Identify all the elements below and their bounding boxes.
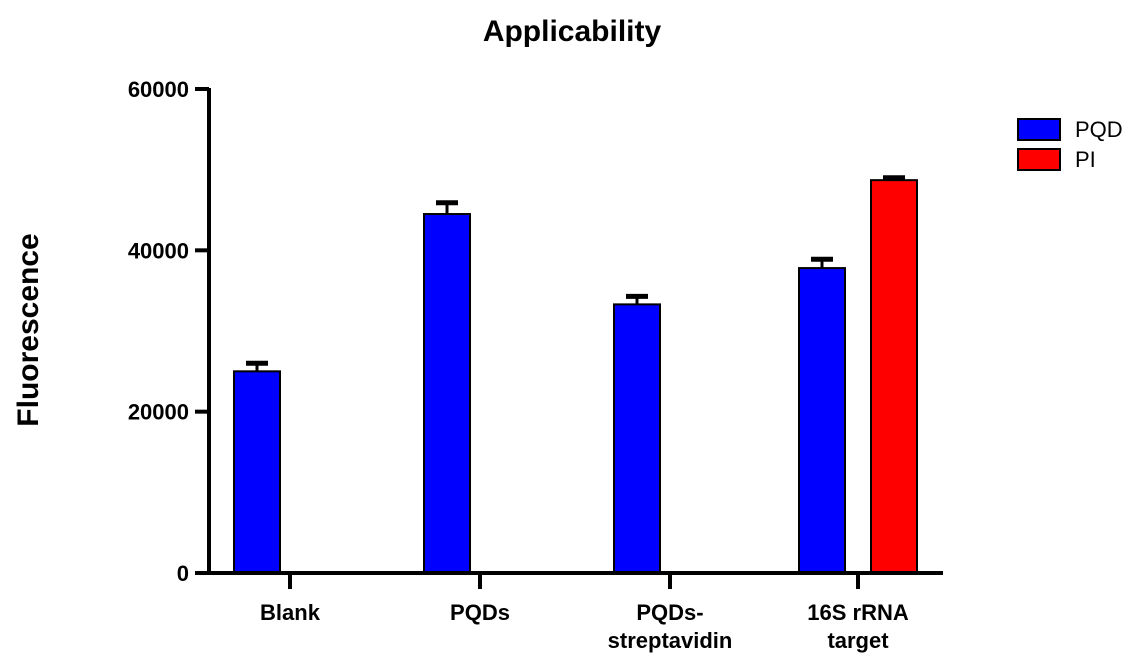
legend-label-pqd: PQD: [1075, 117, 1123, 142]
y-axis-label: Fluorescence: [12, 233, 45, 426]
x-tick-label-1: PQDs: [450, 600, 510, 625]
legend-swatch-pqd: [1017, 118, 1061, 141]
legend-label-pi: PI: [1075, 147, 1096, 172]
bar-pqd-2: [613, 303, 661, 574]
plot-area: 0 20000 40000 60000 Blank PQDs PQDs-streptavid…: [128, 77, 943, 653]
chart-title: Applicability: [483, 15, 662, 48]
y-tick-label-0: 0: [177, 561, 189, 586]
legend-swatch-pi: [1017, 148, 1061, 171]
y-tick-label-1: 20000: [128, 400, 189, 425]
bar-pi-3: [870, 179, 918, 575]
x-tick-label-3: 16S rRNA target: [807, 600, 909, 653]
y-tick-label-2: 40000: [128, 238, 189, 263]
x-tick-label-0: Blank: [260, 600, 321, 625]
x-tick-label-2: PQDs-streptavidin: [608, 600, 733, 653]
legend: PQD PI: [1017, 117, 1123, 172]
y-tick-label-3: 60000: [128, 77, 189, 102]
bar-pqd-0: [233, 370, 281, 575]
bar-pqd-1: [423, 213, 471, 575]
bar-pqd-3: [798, 267, 846, 574]
